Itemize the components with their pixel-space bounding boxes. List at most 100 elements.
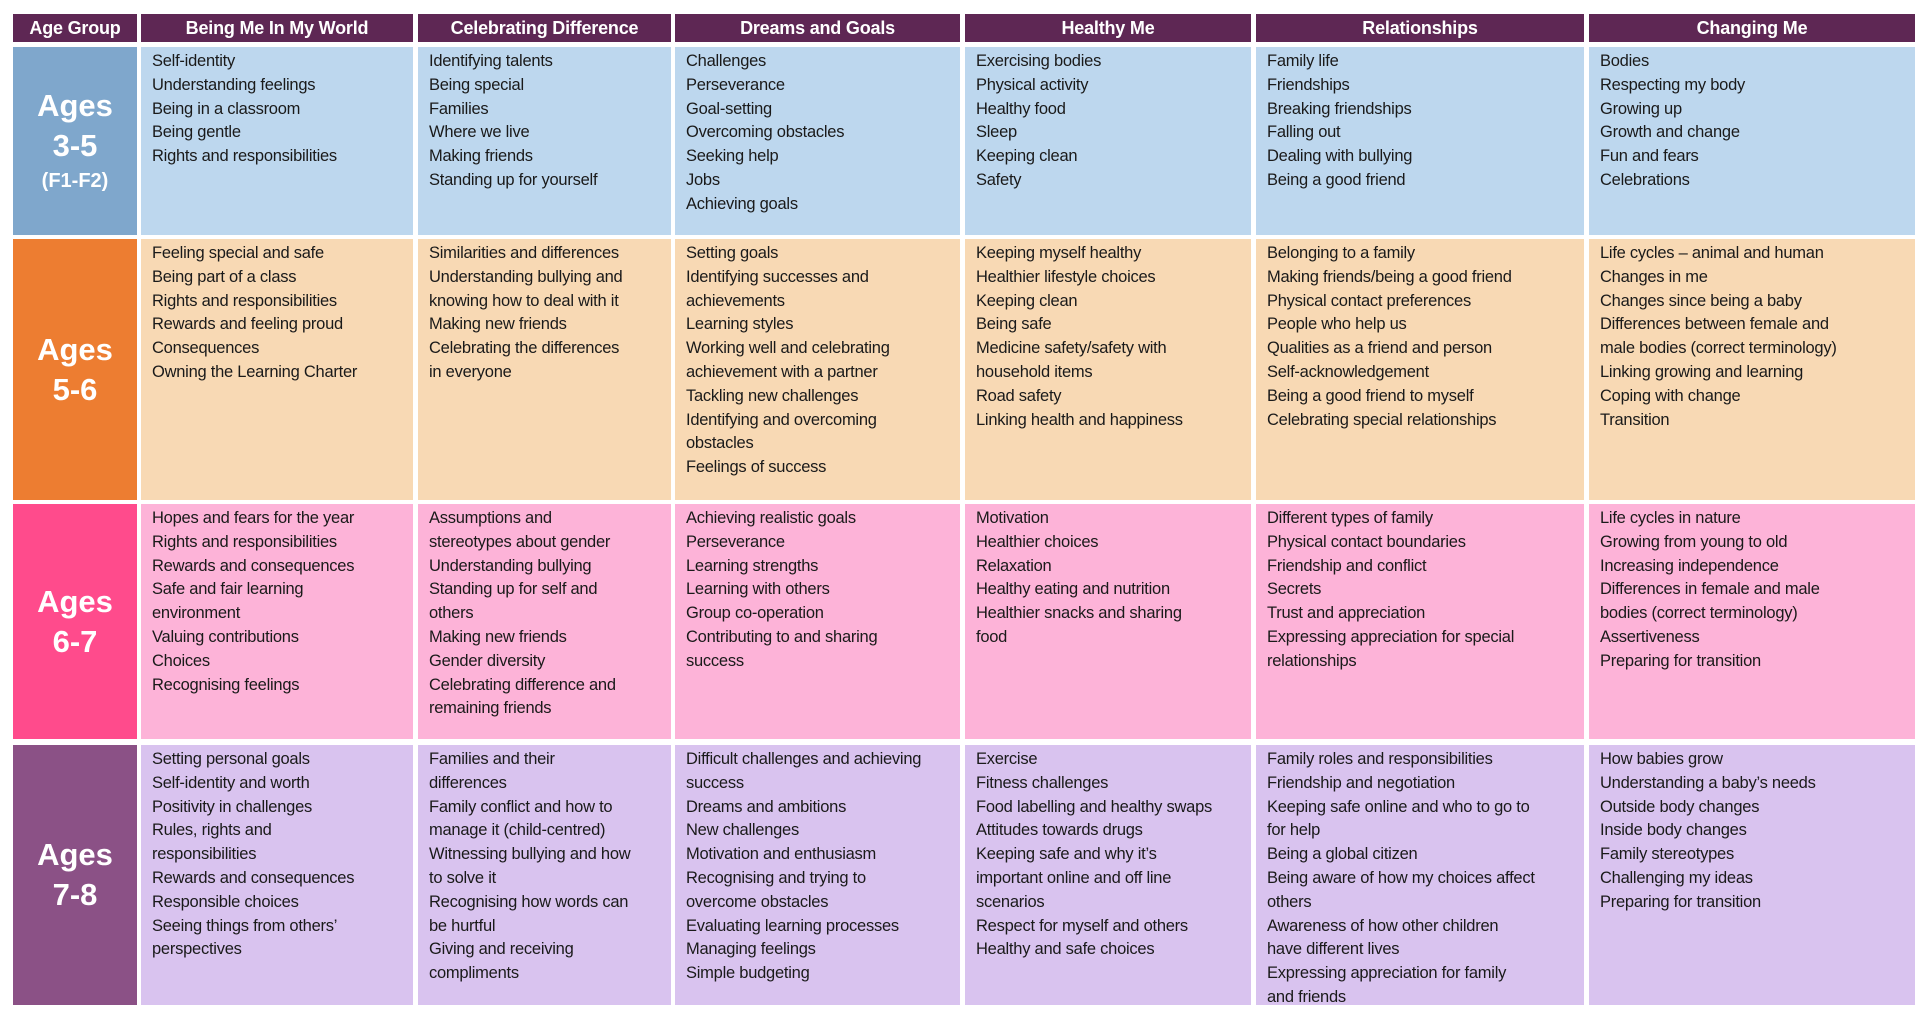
topic-cell-celebrating-difference: Similarities and differences Understandin… [418,239,671,500]
topic-cell-being-me-in-my-world: Feeling special and safe Being part of a … [141,239,413,500]
topic-cell-celebrating-difference: Identifying talents Being special Families… [418,47,671,235]
topic-line: male bodies (correct terminology) [1600,339,1837,358]
topic-line: Linking health and happiness [976,410,1183,429]
topic-line: Fun and fears [1600,147,1699,166]
topic-line: Healthy eating and nutrition [976,580,1170,599]
topic-cell-changing-me: Life cycles in nature Growing from young … [1589,504,1915,739]
topic-line: Keeping safe online and who to go to [1267,797,1530,816]
topic-line: Being special [429,75,524,94]
topic-cell-dreams-and-goals: Challenges Perseverance Goal-setting Overco… [675,47,960,235]
topic-line: Rights and responsibilities [152,532,337,551]
topic-line: Perseverance [686,532,785,551]
topic-line: Physical contact boundaries [1267,532,1466,551]
topic-line: Exercising bodies [976,52,1102,70]
topic-line: Rights and responsibilities [152,291,337,310]
topic-line: environment [152,604,241,623]
topic-line: Recognising and trying to [686,868,866,887]
topic-line: Rewards and consequences [152,868,355,887]
topic-line: Making friends [429,147,533,166]
age-group-cell: Ages 6-7 [13,504,137,739]
age-range: 3-5 [52,128,98,163]
topic-line: Perseverance [686,75,785,94]
topic-line: Life cycles – animal and human [1600,244,1824,262]
topic-line: Safe and fair learning [152,580,304,599]
topic-line: Falling out [1267,123,1341,142]
age-range: 5-6 [52,371,98,407]
topic-cell-dreams-and-goals: Difficult challenges and achieving succes… [675,745,960,1005]
topic-line: Dreams and ambitions [686,797,847,816]
topic-line: Consequences [152,339,260,358]
topic-line: Family roles and responsibilities [1267,750,1493,768]
topic-line: success [686,651,744,670]
topic-line: Self-identity [152,52,235,70]
topic-line: Outside body changes [1600,797,1760,816]
topic-line: Setting goals [686,244,779,262]
topic-line: Motivation [976,509,1049,527]
topic-line: Understanding feelings [152,75,316,94]
topic-line: Awareness of how other children [1267,916,1499,935]
topic-line: Identifying talents [429,52,553,70]
topic-line: Identifying successes and [686,267,869,286]
topic-line: others [1267,892,1312,911]
column-header-relationships: Relationships [1256,14,1584,42]
topic-line: Standing up for yourself [429,170,598,189]
topic-line: Positivity in challenges [152,797,312,816]
topic-line: Rules, rights and [152,821,272,840]
topic-line: others [429,604,474,623]
topic-line: Recognising how words can [429,892,629,911]
topic-line: Increasing independence [1600,556,1779,575]
topic-line: Sleep [976,123,1017,142]
topic-line: Breaking friendships [1267,99,1412,118]
topic-line: Expressing appreciation for special [1267,627,1515,646]
topic-line: Feeling special and safe [152,244,324,262]
topic-line: Attitudes towards drugs [976,821,1143,840]
age-label: Ages [37,331,113,367]
topic-line: Fitness challenges [976,773,1109,792]
topic-cell-relationships: Different types of family Physical contac… [1256,504,1584,739]
topic-line: Learning with others [686,580,830,599]
topic-line: Family conflict and how to [429,797,613,816]
topic-cell-healthy-me: Exercising bodies Physical activity Health… [965,47,1251,235]
topic-cell-changing-me: How babies grow Understanding a baby’s ne… [1589,745,1915,1005]
topic-line: Expressing appreciation for family [1267,964,1507,983]
topic-line: Learning strengths [686,556,819,575]
topic-line: Making new friends [429,627,567,646]
topic-line: Witnessing bullying and how [429,845,631,864]
topic-line: compliments [429,964,519,983]
topic-line: Group co-operation [686,604,824,623]
topic-line: stereotypes about gender [429,532,611,551]
topic-line: perspectives [152,940,242,959]
topic-line: Jobs [686,170,720,189]
topic-line: Preparing for transition [1600,892,1761,911]
topic-line: Exercise [976,750,1038,768]
topic-line: Owning the Learning Charter [152,362,358,381]
topic-line: Preparing for transition [1600,651,1761,670]
topic-cell-being-me-in-my-world: Hopes and fears for the year Rights and r… [141,504,413,739]
topic-line: Healthier snacks and sharing [976,604,1182,623]
topic-line: Challenges [686,52,767,70]
topic-line: achievement with a partner [686,362,878,381]
age-stage: (F1-F2) [41,170,109,192]
topic-line: Changes in me [1600,267,1708,286]
age-range: 6-7 [52,623,98,659]
topic-line: bodies (correct terminology) [1600,604,1798,623]
age-group-cell: Ages 5-6 [13,239,137,500]
topic-line: Being a global citizen [1267,845,1418,864]
column-header-dreams-and-goals: Dreams and Goals [675,14,960,42]
topic-line: Linking growing and learning [1600,362,1804,381]
topic-line: Hopes and fears for the year [152,509,355,527]
topic-line: Managing feelings [686,940,816,959]
topic-line: Belonging to a family [1267,244,1415,262]
topic-line: Gender diversity [429,651,546,670]
topic-line: for help [1267,821,1321,840]
topic-line: Dealing with bullying [1267,147,1413,166]
topic-line: Achieving realistic goals [686,509,856,527]
topic-line: Growing from young to old [1600,532,1788,551]
topic-line: Achieving goals [686,194,798,213]
topic-line: success [686,773,744,792]
topic-line: Respect for myself and others [976,916,1188,935]
topic-line: Keeping safe and why it’s [976,845,1157,864]
topic-line: Healthy food [976,99,1066,118]
topic-line: Rewards and consequences [152,556,355,575]
topic-line: Family life [1267,52,1339,70]
